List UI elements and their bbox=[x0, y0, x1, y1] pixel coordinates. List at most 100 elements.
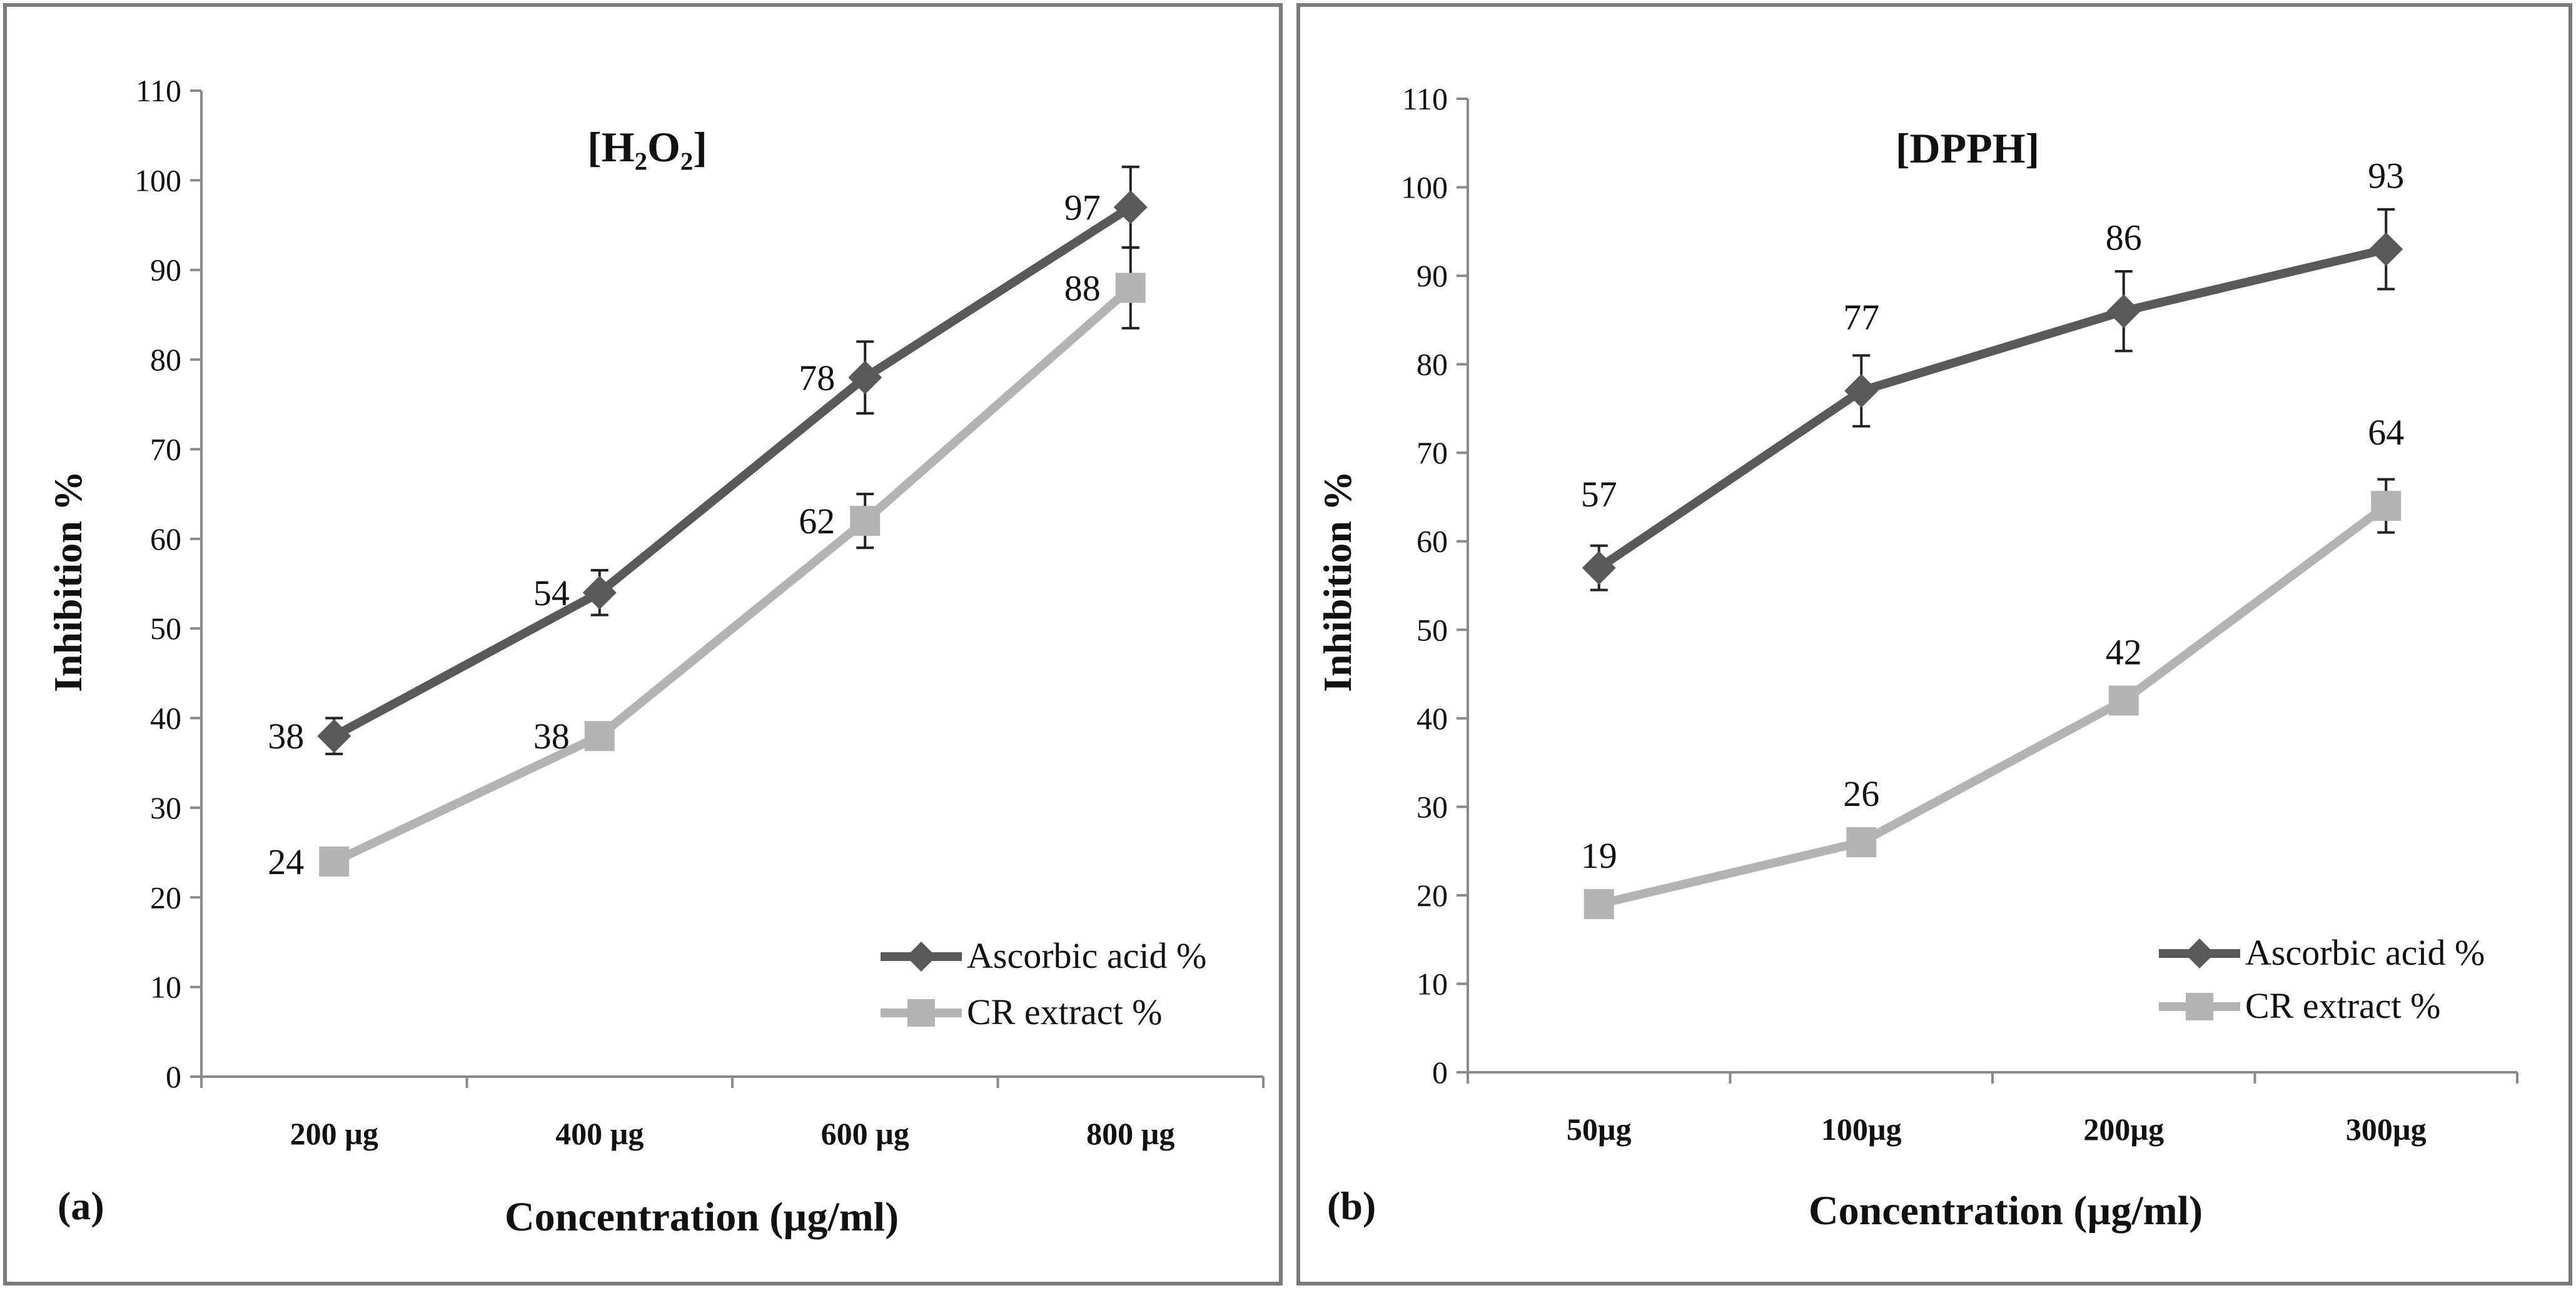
series-cr-extract: 24 38 62 88 bbox=[268, 246, 1146, 882]
data-label: 86 bbox=[2106, 218, 2142, 258]
series-line bbox=[332, 284, 1134, 866]
legend-marker-diamond bbox=[2185, 938, 2215, 968]
series-cr-extract: 19 26 42 64 bbox=[1581, 412, 2404, 920]
panel-b-x-axis-title: Concentration (µg/ml) bbox=[1809, 1188, 2203, 1234]
x-tick-label: 50µg bbox=[1567, 1112, 1632, 1147]
panel-b-dpph-chart: 0 10 20 30 40 50 60 70 80 90 100 110 50µg 100µg 200µg… bbox=[1296, 3, 2572, 1285]
y-tick-label: 30 bbox=[150, 790, 181, 825]
x-tick-label: 600 µg bbox=[821, 1116, 909, 1151]
data-point-square bbox=[1583, 889, 1614, 920]
legend-label-cr: CR extract % bbox=[967, 992, 1162, 1032]
y-tick-label: 0 bbox=[166, 1059, 181, 1094]
y-tick-label: 20 bbox=[1417, 878, 1448, 913]
y-tick-label: 60 bbox=[1417, 524, 1448, 559]
y-tick-label: 100 bbox=[1401, 170, 1448, 205]
panel-b-legend: Ascorbic acid % CR extract % bbox=[2159, 932, 2485, 1026]
data-point-square bbox=[1846, 827, 1877, 857]
data-label: 38 bbox=[533, 716, 570, 757]
data-point-square bbox=[1115, 273, 1146, 303]
x-tick-label: 100µg bbox=[1821, 1112, 1902, 1147]
y-tick-label: 110 bbox=[136, 73, 181, 108]
panel-a-x-ticks: 200 µg 400 µg 600 µg 800 µg bbox=[200, 1077, 1265, 1151]
y-tick-label: 60 bbox=[150, 521, 181, 556]
y-tick-label: 70 bbox=[150, 431, 181, 466]
y-tick-label: 0 bbox=[1432, 1055, 1448, 1090]
panel-b-letter: (b) bbox=[1327, 1184, 1376, 1228]
data-point-diamond bbox=[1844, 374, 1879, 408]
x-tick-label: 200µg bbox=[2083, 1112, 2164, 1147]
panel-a-y-axis-title: Inhibition % bbox=[46, 471, 90, 692]
series-line bbox=[1598, 502, 2389, 908]
data-point-square bbox=[319, 846, 350, 877]
y-tick-label: 40 bbox=[1417, 701, 1448, 736]
data-label: 57 bbox=[1581, 474, 1617, 515]
panel-b-frame bbox=[1296, 3, 2572, 1285]
panel-b-series: 57 77 86 93 19 26 42 64 bbox=[1581, 156, 2404, 920]
panel-a-series: 38 54 78 97 24 38 62 88 bbox=[268, 165, 1148, 882]
legend-marker-diamond bbox=[906, 942, 936, 972]
data-point-square bbox=[2371, 491, 2402, 521]
panel-a-h2o2-chart: 0 10 20 30 40 50 60 70 80 90 100 110 200 µg 400 µg 60… bbox=[3, 3, 1283, 1285]
data-point-square bbox=[850, 506, 881, 536]
legend-marker-square bbox=[907, 999, 935, 1027]
panel-a-title: [H₂O₂] bbox=[587, 123, 707, 171]
panel-b-x-ticks: 50µg 100µg 200µg 300µg bbox=[1467, 1072, 2518, 1147]
panel-a-legend: Ascorbic acid % CR extract % bbox=[881, 935, 1206, 1032]
y-tick-label: 80 bbox=[1417, 347, 1448, 382]
data-label: 88 bbox=[1064, 268, 1101, 308]
data-label: 19 bbox=[1581, 835, 1617, 876]
y-tick-label: 90 bbox=[150, 253, 181, 288]
y-tick-label: 70 bbox=[1417, 435, 1448, 470]
data-point-square bbox=[2108, 685, 2139, 716]
data-point-diamond bbox=[582, 575, 617, 610]
panel-b-y-ticks: 0 10 20 30 40 50 60 70 80 90 100 110 bbox=[1401, 81, 1468, 1090]
panel-a-x-axis-title: Concentration (µg/ml) bbox=[505, 1194, 899, 1240]
panel-b-title: [DPPH] bbox=[1896, 124, 2039, 172]
panel-a-frame bbox=[3, 3, 1283, 1285]
y-tick-label: 90 bbox=[1417, 258, 1448, 293]
data-point-diamond bbox=[2369, 232, 2403, 266]
x-tick-label: 400 µg bbox=[555, 1116, 644, 1151]
panel-a-letter: (a) bbox=[58, 1184, 104, 1228]
y-tick-label: 20 bbox=[150, 880, 181, 915]
legend-label-ascorbic: Ascorbic acid % bbox=[2245, 932, 2485, 973]
x-tick-label: 800 µg bbox=[1086, 1116, 1174, 1151]
data-point-diamond bbox=[848, 360, 882, 395]
y-tick-label: 100 bbox=[134, 163, 181, 198]
legend-marker-square bbox=[2186, 993, 2213, 1020]
data-point-diamond bbox=[1113, 190, 1148, 224]
x-tick-label: 300µg bbox=[2346, 1112, 2427, 1147]
data-label: 93 bbox=[2368, 156, 2404, 196]
panel-b-y-axis-title: Inhibition % bbox=[1315, 471, 1360, 692]
data-label: 97 bbox=[1064, 187, 1101, 228]
data-label: 24 bbox=[268, 842, 304, 882]
data-label: 78 bbox=[799, 358, 835, 398]
data-label: 42 bbox=[2106, 632, 2142, 673]
y-tick-label: 40 bbox=[150, 701, 181, 736]
data-point-diamond bbox=[2106, 294, 2141, 328]
series-ascorbic-acid: 38 54 78 97 bbox=[268, 165, 1148, 757]
data-label: 54 bbox=[533, 573, 570, 613]
legend-label-cr: CR extract % bbox=[2245, 985, 2440, 1026]
data-point-diamond bbox=[1582, 551, 1616, 585]
data-point-square bbox=[584, 721, 615, 752]
y-tick-label: 80 bbox=[150, 342, 181, 377]
legend-label-ascorbic: Ascorbic acid % bbox=[967, 935, 1206, 976]
data-point-diamond bbox=[317, 719, 351, 753]
series-ascorbic-acid: 57 77 86 93 bbox=[1581, 156, 2404, 591]
y-tick-label: 10 bbox=[1417, 966, 1448, 1001]
y-tick-label: 30 bbox=[1417, 789, 1448, 824]
data-label: 38 bbox=[268, 716, 304, 757]
data-label: 62 bbox=[799, 501, 835, 541]
y-tick-label: 50 bbox=[1417, 612, 1448, 647]
y-tick-label: 10 bbox=[150, 970, 181, 1005]
series-line bbox=[1596, 244, 2387, 571]
x-tick-label: 200 µg bbox=[290, 1116, 378, 1151]
data-label: 77 bbox=[1843, 297, 1879, 338]
series-line bbox=[331, 203, 1133, 740]
y-tick-label: 50 bbox=[150, 611, 181, 646]
data-label: 64 bbox=[2368, 412, 2404, 453]
panel-a-y-ticks: 0 10 20 30 40 50 60 70 80 90 100 110 bbox=[134, 73, 201, 1094]
data-label: 26 bbox=[1843, 773, 1879, 814]
